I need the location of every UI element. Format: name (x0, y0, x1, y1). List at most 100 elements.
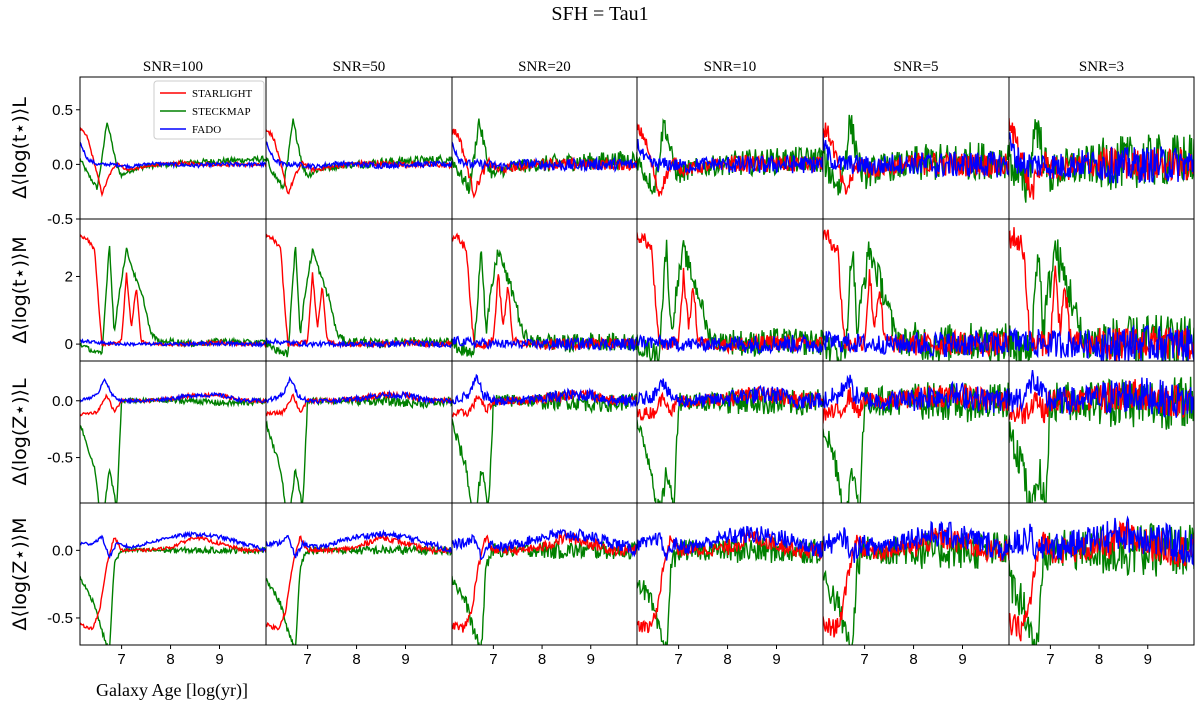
series-steckmap-r4-c4 (637, 537, 823, 645)
subplot-frame (636, 502, 824, 646)
subplot-r1-c5: SNR=5 (822, 59, 1010, 220)
x-tick-label: 7 (860, 651, 868, 668)
series-fado-r1-c2 (266, 141, 452, 171)
series-fado-r4-c4 (637, 525, 823, 561)
x-tick-label: 9 (401, 651, 409, 668)
y-tick-label: 0.0 (52, 156, 73, 173)
x-tick-label: 7 (117, 651, 125, 668)
series-steckmap-r3-c4 (637, 387, 823, 503)
x-axis-label: Galaxy Age [log(yr)] (96, 680, 248, 701)
x-tick-label: 7 (674, 651, 682, 668)
series-fado-r1-c1 (80, 141, 266, 170)
series-fado-r3-c5 (823, 374, 1009, 414)
series-fado-r3-c3 (452, 373, 637, 408)
series-steckmap-r3-c1 (80, 395, 266, 503)
subplot-r1-c4: SNR=10 (636, 59, 824, 220)
column-title-1: SNR=100 (143, 59, 203, 75)
series-steckmap-r2-c1 (80, 245, 266, 356)
subplot-frame (265, 502, 453, 646)
series-steckmap-r3-c2 (266, 394, 452, 503)
x-tick-label: 8 (909, 651, 917, 668)
column-title-2: SNR=50 (333, 59, 386, 75)
x-tick-label: 9 (215, 651, 223, 668)
subplot-r4-c5: 7 8 9 (822, 502, 1010, 668)
subplot-frame (79, 502, 267, 646)
x-tick-label: 8 (723, 651, 731, 668)
y-tick-label: 0.5 (52, 102, 73, 119)
series-starlight-r3-c1 (80, 391, 266, 417)
legend-frame (153, 80, 265, 140)
series-fado-r4-c5 (823, 520, 1009, 563)
subplot-r3-c2 (265, 360, 453, 504)
legend-entry-starlight: STARLIGHT (192, 88, 253, 100)
subplot-r1-c1: SNR=100 -0.5 0.0 0.5 (47, 59, 267, 228)
series-fado-r1-c5 (823, 132, 1009, 178)
series-starlight-r4-c1 (80, 533, 266, 631)
series-fado-r3-c2 (266, 376, 452, 405)
y-axis-label-row-4: Δ⟨log(Z⋆)⟩M (9, 518, 31, 631)
subplot-r4-c6: 7 8 9 (1008, 502, 1195, 668)
x-tick-label: 8 (166, 651, 174, 668)
x-tick-label: 7 (303, 651, 311, 668)
subplot-frame (1008, 76, 1195, 220)
series-steckmap-r4-c3 (452, 540, 637, 645)
subplot-r2-c6 (1008, 218, 1195, 362)
series-starlight-r4-c2 (266, 532, 452, 631)
series-starlight-r2-c3 (452, 232, 637, 352)
series-steckmap-r4-c1 (80, 545, 266, 645)
y-axis-label-row-1: Δ⟨log(t⋆)⟩L (9, 97, 31, 199)
series-steckmap-r1-c6 (1009, 119, 1194, 203)
series-steckmap-r3-c3 (452, 390, 637, 503)
x-tick-label: 9 (587, 651, 595, 668)
column-title-6: SNR=3 (1079, 59, 1124, 75)
subplot-frame (822, 502, 1010, 646)
subplot-frame (636, 76, 824, 220)
x-tick-label: 9 (772, 651, 780, 668)
subplot-r3-c1: -0.5 0.0 (47, 360, 267, 504)
series-steckmap-r1-c2 (266, 118, 452, 190)
series-fado-r1-c6 (1009, 132, 1194, 184)
subplot-r4-c1: 7 8 9 -0.5 0.0 (47, 502, 267, 668)
series-fado-r4-c6 (1009, 515, 1194, 567)
subplot-frame (451, 502, 638, 646)
subplot-r1-c2: SNR=50 (265, 59, 453, 220)
y-tick-label: 0 (65, 336, 73, 353)
subplot-r1-c6: SNR=3 (1008, 59, 1195, 220)
legend-entry-fado: FADO (192, 124, 221, 136)
y-tick-label: -0.5 (47, 610, 73, 627)
x-tick-label: 7 (489, 651, 497, 668)
subplot-r4-c3: 7 8 9 (451, 502, 638, 668)
column-title-3: SNR=20 (518, 59, 571, 75)
series-fado-r4-c1 (80, 530, 266, 560)
y-tick-label: 0.0 (52, 542, 73, 559)
series-fado-r1-c4 (637, 138, 823, 174)
x-tick-label: 8 (352, 651, 360, 668)
series-fado-r3-c6 (1009, 370, 1194, 418)
x-tick-label: 9 (1144, 651, 1152, 668)
subplot-r2-c4 (636, 218, 824, 362)
y-tick-label: -0.5 (47, 450, 73, 467)
column-title-5: SNR=5 (893, 59, 938, 75)
subplot-r3-c5 (822, 360, 1010, 504)
subplot-r2-c5 (822, 218, 1010, 362)
x-tick-label: 9 (958, 651, 966, 668)
subplot-frame (265, 76, 453, 220)
series-fado-r1-c3 (452, 141, 637, 173)
x-tick-label: 8 (1095, 651, 1103, 668)
series-fado-r2-c3 (452, 335, 637, 352)
series-fado-r2-c4 (637, 333, 823, 355)
subplot-r2-c1: 02 (65, 218, 267, 362)
series-fado-r3-c4 (637, 378, 823, 410)
series-fado-r2-c5 (823, 330, 1009, 359)
series-fado-r2-c2 (266, 337, 452, 349)
subplot-r4-c4: 7 8 9 (636, 502, 824, 668)
series-fado-r4-c2 (266, 529, 452, 559)
y-tick-label: 2 (65, 268, 73, 285)
series-fado-r4-c3 (452, 528, 637, 561)
series-starlight-r4-c3 (452, 530, 637, 633)
subplot-r4-c2: 7 8 9 (265, 502, 453, 668)
y-tick-label: -0.5 (47, 211, 73, 228)
subplot-r3-c4 (636, 360, 824, 504)
subplot-r3-c3 (451, 360, 638, 504)
